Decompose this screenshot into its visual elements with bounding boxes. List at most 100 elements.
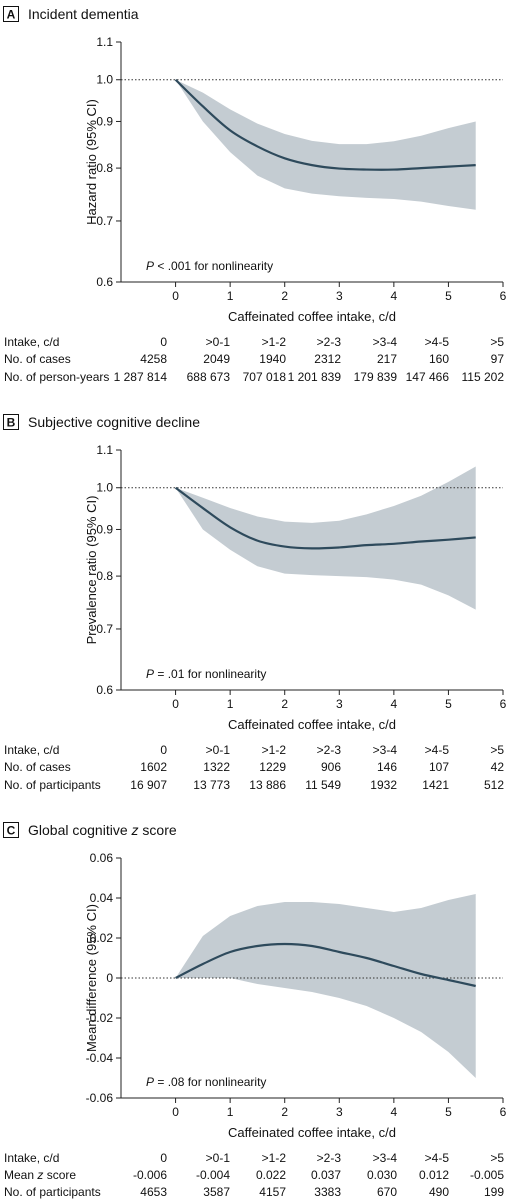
table-cell: >5 — [490, 743, 504, 757]
table-row-label: Mean z score — [4, 1168, 76, 1182]
table-cell: 2312 — [314, 352, 341, 366]
panel-title: Subjective cognitive decline — [28, 414, 200, 430]
panel-badge — [3, 414, 19, 430]
y-axis-label: Prevalence ratio (95% CI) — [84, 496, 99, 645]
x-axis-label: Caffeinated coffee intake, c/d — [228, 717, 396, 732]
table-cell: 0 — [160, 1151, 167, 1165]
table-cell: 107 — [429, 760, 449, 774]
x-tick-label: 2 — [281, 697, 288, 711]
y-tick-label: 0.9 — [96, 522, 113, 536]
table-cell: >0-1 — [206, 1151, 231, 1165]
y-tick-label: 0.06 — [90, 851, 114, 865]
table-cell: 670 — [377, 1185, 397, 1199]
table-cell: 0.012 — [419, 1168, 449, 1182]
table-cell: >1-2 — [262, 335, 287, 349]
y-tick-label: -0.06 — [86, 1091, 114, 1105]
table-cell: 707 018 — [243, 370, 287, 384]
x-tick-label: 0 — [172, 697, 179, 711]
x-tick-label: 4 — [391, 289, 398, 303]
table-cell: 11 549 — [305, 778, 341, 792]
y-tick-label: 0.8 — [96, 569, 113, 583]
x-tick-label: 5 — [445, 697, 452, 711]
table-cell: 16 907 — [130, 778, 167, 792]
x-tick-label: 5 — [445, 1105, 452, 1119]
table-cell: 906 — [321, 760, 341, 774]
y-tick-label: -0.04 — [86, 1051, 114, 1065]
panel-label: B — [7, 416, 16, 430]
table-cell: 4653 — [140, 1185, 167, 1199]
x-tick-label: 6 — [500, 1105, 507, 1119]
y-tick-label: 0.02 — [90, 931, 114, 945]
table-cell: 146 — [377, 760, 397, 774]
table-cell: 1602 — [140, 760, 167, 774]
table-cell: >1-2 — [262, 1151, 287, 1165]
table-cell: -0.006 — [133, 1168, 167, 1182]
table-cell: 13 773 — [193, 778, 230, 792]
x-tick-label: 0 — [172, 1105, 179, 1119]
panel-label: A — [7, 8, 16, 22]
table-cell: 160 — [429, 352, 449, 366]
table-cell: 199 — [484, 1185, 504, 1199]
y-tick-label: 1.1 — [96, 443, 113, 457]
x-tick-label: 2 — [281, 289, 288, 303]
panel-title: Incident dementia — [28, 6, 139, 22]
x-tick-label: 5 — [445, 289, 452, 303]
table-cell: >2-3 — [317, 335, 342, 349]
x-tick-label: 1 — [227, 697, 234, 711]
table-cell: 147 466 — [406, 370, 450, 384]
x-tick-label: 0 — [172, 289, 179, 303]
table-cell: 97 — [491, 352, 505, 366]
table-cell: 0 — [160, 335, 167, 349]
nonlinearity-note: P = .08 for nonlinearity — [146, 1075, 266, 1089]
table-cell: 4157 — [259, 1185, 286, 1199]
confidence-band — [175, 79, 476, 210]
table-cell: >0-1 — [206, 335, 231, 349]
data-table: Intake, c/d 0 >0-1 >1-2 >2-3 >3-4 >4-5 >5 No. of… — [4, 335, 504, 384]
table-cell: 13 886 — [249, 778, 286, 792]
x-axis-label: Caffeinated coffee intake, c/d — [228, 1125, 396, 1140]
confidence-band — [175, 894, 476, 1078]
table-row-label: Intake, c/d — [4, 335, 59, 349]
x-tick-label: 2 — [281, 1105, 288, 1119]
y-tick-label: 1.0 — [96, 73, 113, 87]
estimate-line — [175, 942, 476, 988]
x-tick-label: 4 — [391, 697, 398, 711]
table-cell: 1322 — [203, 760, 230, 774]
table-cell: >3-4 — [373, 743, 398, 757]
panel-title: Global cognitive z score — [28, 822, 177, 838]
table-cell: 4258 — [140, 352, 167, 366]
y-tick-label: 0.9 — [96, 114, 113, 128]
y-tick-label: 0.8 — [96, 161, 113, 175]
table-cell: 0.037 — [311, 1168, 341, 1182]
x-tick-label: 4 — [391, 1105, 398, 1119]
table-cell: >4-5 — [425, 743, 450, 757]
table-cell: >1-2 — [262, 743, 287, 757]
table-row-label: No. of participants — [4, 778, 101, 792]
table-cell: -0.004 — [196, 1168, 230, 1182]
table-cell: 179 839 — [354, 370, 398, 384]
table-cell: 1940 — [259, 352, 286, 366]
y-tick-label: 0.6 — [96, 683, 113, 697]
table-cell: 42 — [491, 760, 505, 774]
y-tick-label: 0.6 — [96, 275, 113, 289]
panel-c: C Global cognitive z score -0.06 -0.04 -0.02… — [3, 822, 507, 1199]
table-cell: 0 — [160, 743, 167, 757]
table-cell: 1 201 839 — [288, 370, 342, 384]
nonlinearity-note: P = .01 for nonlinearity — [146, 667, 266, 681]
estimate-line — [174, 78, 476, 171]
x-tick-label: 1 — [227, 1105, 234, 1119]
x-tick-label: 3 — [336, 289, 343, 303]
y-tick-label: 0 — [106, 971, 113, 985]
table-row-label: No. of cases — [4, 760, 71, 774]
table-row-label: No. of cases — [4, 352, 71, 366]
table-cell: >2-3 — [317, 743, 342, 757]
table-row-label: Intake, c/d — [4, 743, 59, 757]
table-cell: 3383 — [314, 1185, 341, 1199]
table-row-label: No. of participants — [4, 1185, 101, 1199]
table-cell: >0-1 — [206, 743, 231, 757]
panel-label: C — [7, 824, 16, 838]
x-axis-label: Caffeinated coffee intake, c/d — [228, 309, 396, 324]
table-cell: 217 — [377, 352, 397, 366]
y-tick-label: 0.7 — [96, 214, 113, 228]
